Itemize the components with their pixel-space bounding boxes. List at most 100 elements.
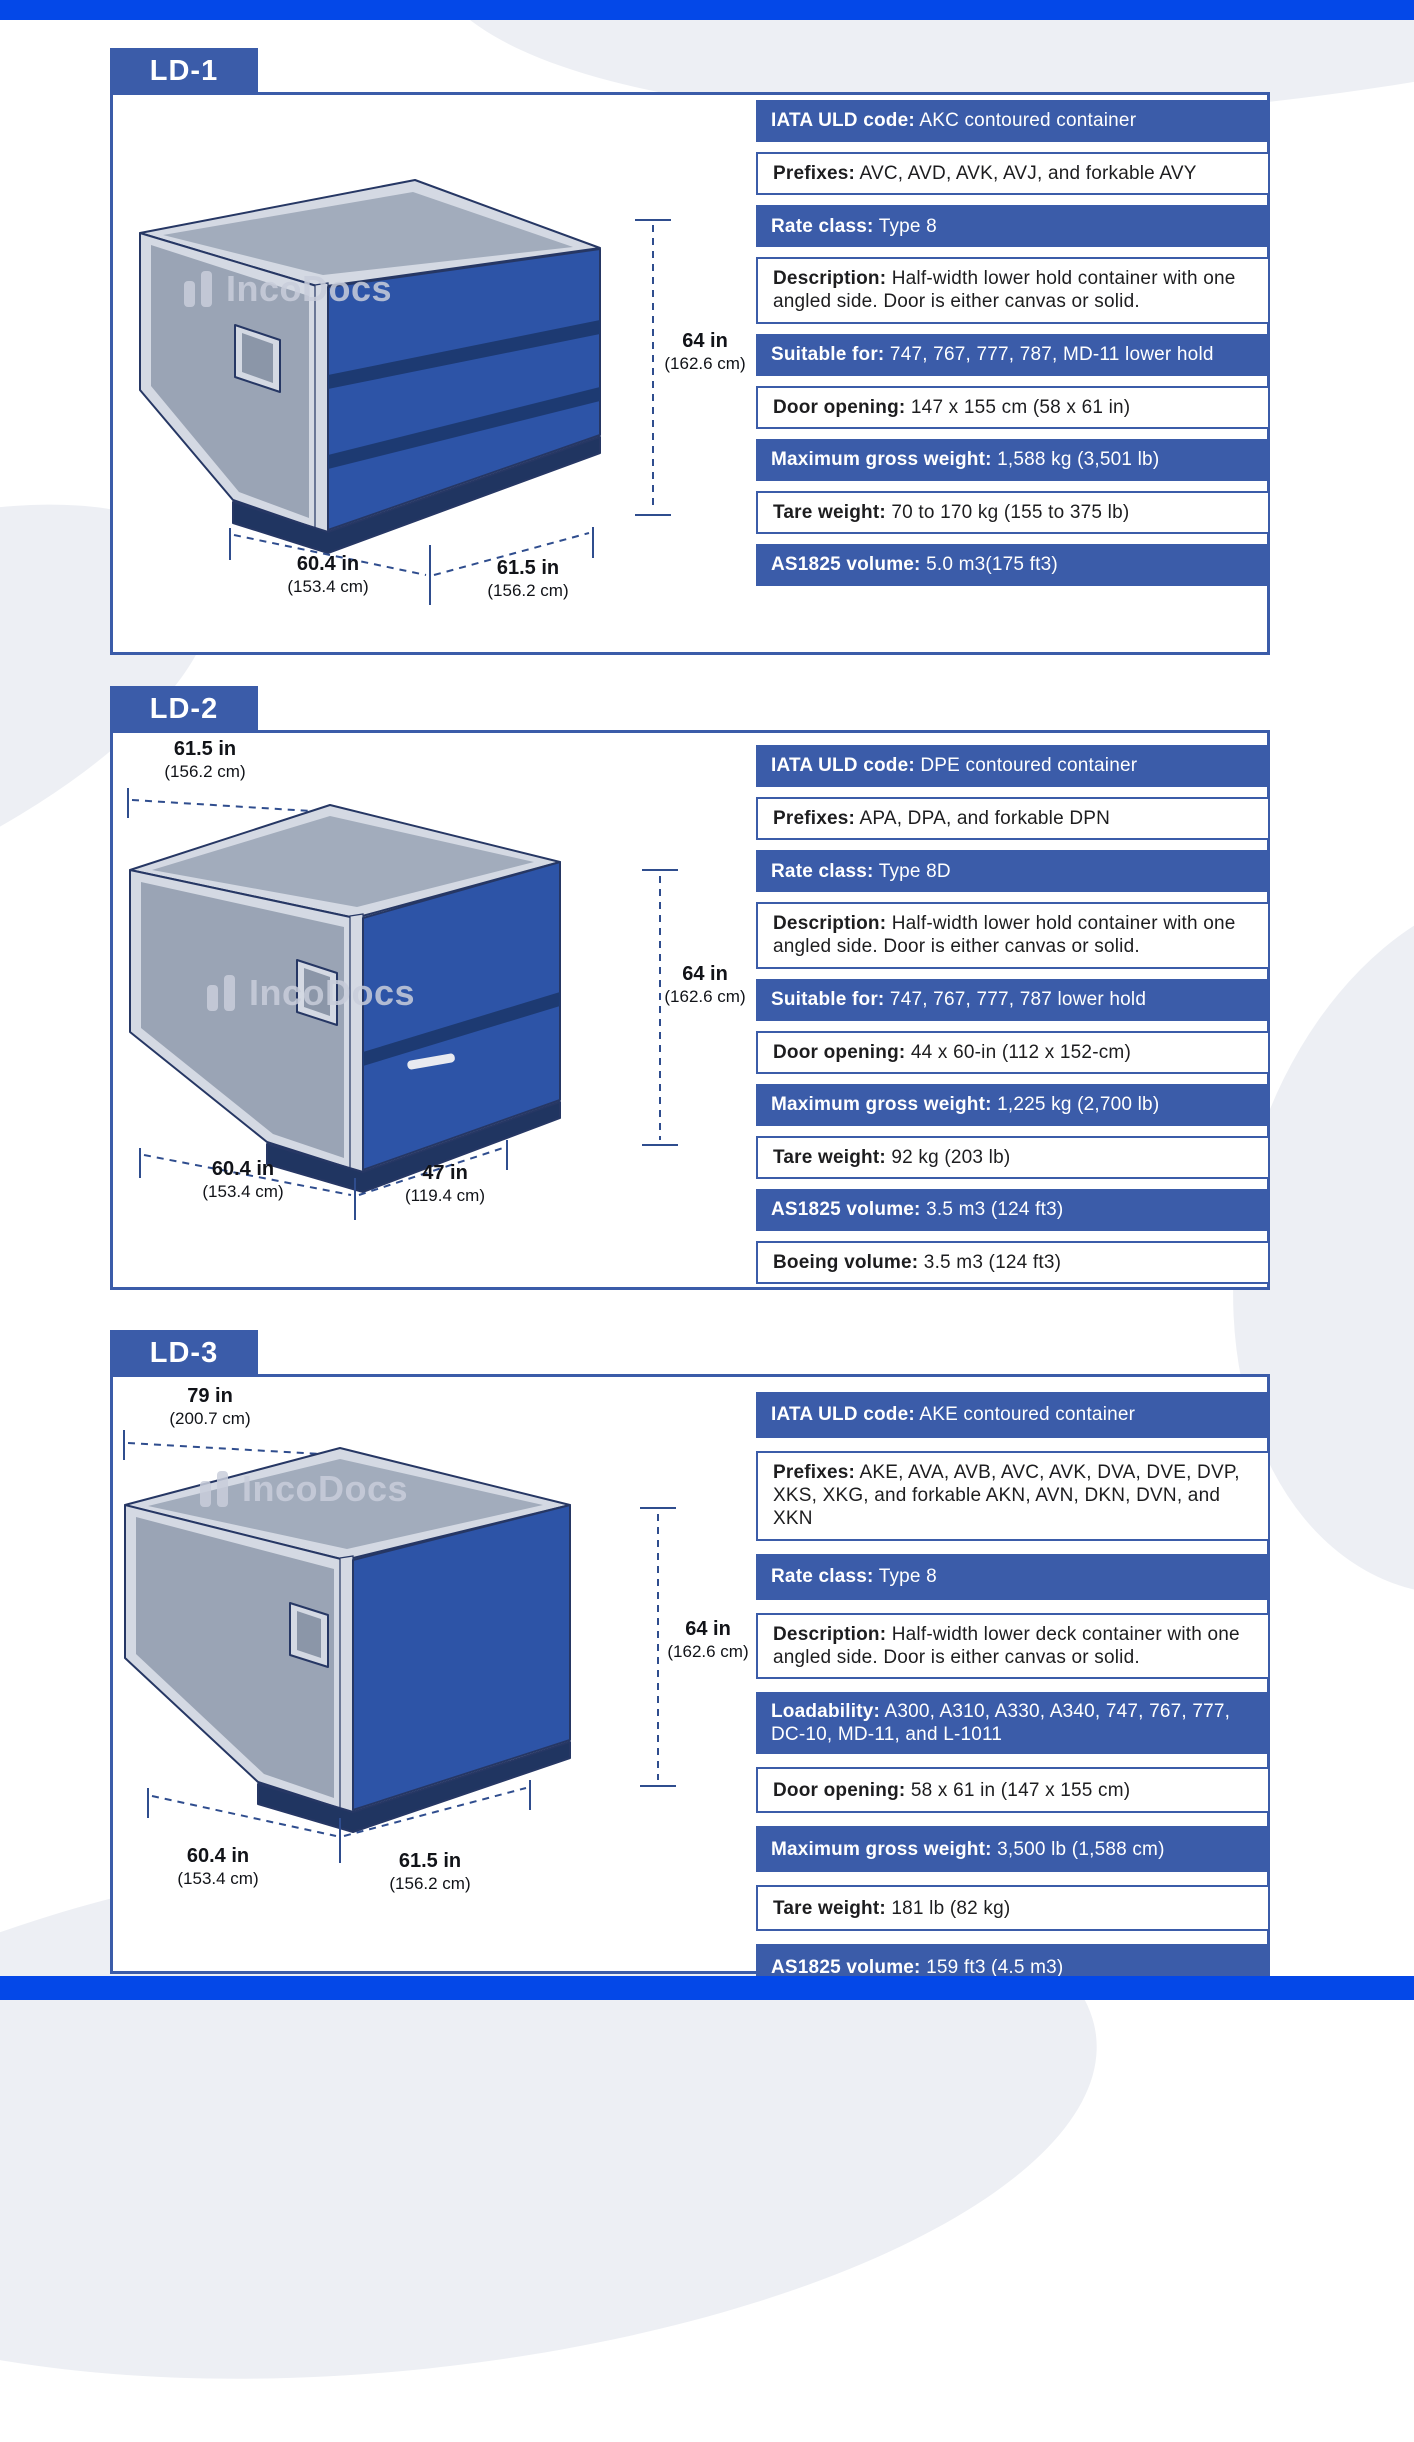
spec-row: Maximum gross weight: 1,225 kg (2,700 lb… bbox=[756, 1083, 1270, 1126]
watermark: IncoDocs bbox=[182, 268, 392, 310]
spec-row-label: Door opening: bbox=[773, 396, 906, 418]
spec-row-label: Suitable for: bbox=[771, 343, 885, 365]
footer-accent-bar bbox=[0, 1976, 1414, 2000]
spec-row-label: Rate class: bbox=[771, 860, 874, 882]
spec-table-ld2: IATA ULD code: DPE contoured container Pr… bbox=[756, 745, 1270, 1285]
spec-table-ld1: IATA ULD code: AKC contoured container Pr… bbox=[756, 100, 1270, 586]
spec-row: AS1825 volume: 3.5 m3 (124 ft3) bbox=[756, 1188, 1270, 1231]
incodocs-logo-icon bbox=[184, 271, 212, 307]
dim-top-label: 79 in (200.7 cm) bbox=[169, 1385, 251, 1428]
spec-row-value: 92 kg (203 lb) bbox=[891, 1146, 1011, 1168]
spec-row-label: Maximum gross weight: bbox=[771, 1838, 992, 1860]
spec-row-label: Tare weight: bbox=[773, 501, 886, 523]
spec-row: Description: Half-width lower deck conta… bbox=[756, 1612, 1270, 1679]
top-accent-bar bbox=[0, 0, 1414, 20]
spec-row: Boeing volume: 3.5 m3 (124 ft3) bbox=[756, 1240, 1270, 1285]
spec-row-value: APA, DPA, and forkable DPN bbox=[859, 808, 1111, 829]
container-illustration-ld1 bbox=[139, 179, 671, 605]
spec-row-value: A300, A310, A330, A340, 747, 767, 777, D… bbox=[771, 1700, 1231, 1746]
spec-row: IATA ULD code: AKE contoured container bbox=[756, 1392, 1270, 1438]
spec-row-label: IATA ULD code: bbox=[771, 110, 915, 132]
watermark-text: IncoDocs bbox=[249, 972, 416, 1013]
spec-table-ld3: IATA ULD code: AKE contoured container Pr… bbox=[756, 1392, 1270, 1991]
spec-row-label: Maximum gross weight: bbox=[771, 449, 992, 471]
spec-row-label: Description: bbox=[773, 1623, 887, 1645]
section-tab-ld1: LD-1 bbox=[110, 48, 258, 94]
spec-row-value: AKE contoured container bbox=[919, 1404, 1136, 1426]
spec-row-value: 58 x 61 in (147 x 155 cm) bbox=[910, 1779, 1131, 1801]
spec-row: Rate class: Type 8D bbox=[756, 850, 1270, 893]
spec-row: Rate class: Type 8 bbox=[756, 205, 1270, 248]
spec-row-value: 70 to 170 kg (155 to 375 lb) bbox=[891, 501, 1130, 523]
spec-row-label: AS1825 volume: bbox=[771, 1956, 921, 1978]
watermark-text: IncoDocs bbox=[226, 268, 393, 309]
container-illustration-ld3 bbox=[123, 1430, 676, 1863]
dim-bottom-left-label: 60.4 in (153.4 cm) bbox=[287, 553, 369, 596]
spec-row-value: Type 8 bbox=[878, 215, 937, 237]
spec-row: Door opening: 44 x 60-in (112 x 152-cm) bbox=[756, 1030, 1270, 1074]
dim-bottom-left-label: 60.4 in (153.4 cm) bbox=[177, 1845, 259, 1888]
spec-row-label: Tare weight: bbox=[773, 1146, 886, 1168]
dim-bottom-right-label: 61.5 in (156.2 cm) bbox=[389, 1850, 471, 1893]
spec-row: Prefixes: APA, DPA, and forkable DPN bbox=[756, 797, 1270, 841]
spec-row: Suitable for: 747, 767, 777, 787, MD-11 … bbox=[756, 333, 1270, 376]
spec-row: Maximum gross weight: 1,588 kg (3,501 lb… bbox=[756, 438, 1270, 481]
section-tab-ld3: LD-3 bbox=[110, 1330, 258, 1376]
spec-row-label: Door opening: bbox=[773, 1779, 906, 1801]
watermark: IncoDocs bbox=[205, 972, 415, 1014]
spec-row-value: Type 8 bbox=[878, 1565, 937, 1587]
spec-row: Tare weight: 70 to 170 kg (155 to 375 lb… bbox=[756, 490, 1270, 534]
spec-row-value: 44 x 60-in (112 x 152-cm) bbox=[910, 1041, 1131, 1063]
spec-row: IATA ULD code: DPE contoured container bbox=[756, 745, 1270, 787]
spec-row-value: 159 ft3 (4.5 m3) bbox=[926, 1956, 1064, 1978]
incodocs-logo-icon bbox=[207, 975, 235, 1011]
spec-row-label: Description: bbox=[773, 268, 887, 290]
spec-row-value: AKC contoured container bbox=[919, 110, 1137, 132]
spec-row-label: Rate class: bbox=[771, 1565, 874, 1587]
spec-row: Door opening: 58 x 61 in (147 x 155 cm) bbox=[756, 1767, 1270, 1814]
dim-top-label: 61.5 in (156.2 cm) bbox=[164, 738, 246, 781]
spec-row: Rate class: Type 8 bbox=[756, 1553, 1270, 1600]
container-illustration-ld2 bbox=[127, 788, 678, 1220]
spec-row-value: 1,588 kg (3,501 lb) bbox=[997, 449, 1160, 471]
watermark: IncoDocs bbox=[198, 1468, 408, 1510]
spec-row-label: IATA ULD code: bbox=[771, 755, 915, 777]
spec-row-label: Prefixes: bbox=[773, 163, 856, 184]
spec-row-label: IATA ULD code: bbox=[771, 1404, 915, 1426]
spec-row: IATA ULD code: AKC contoured container bbox=[756, 100, 1270, 142]
spec-row-label: Door opening: bbox=[773, 1041, 906, 1063]
dim-height-label: 64 in (162.6 cm) bbox=[664, 330, 746, 373]
incodocs-logo-icon bbox=[200, 1471, 228, 1507]
spec-row-label: Description: bbox=[773, 913, 887, 935]
spec-row-label: Maximum gross weight: bbox=[771, 1094, 992, 1116]
spec-row-value: 3.5 m3 (124 ft3) bbox=[923, 1251, 1062, 1273]
spec-row-value: 5.0 m3(175 ft3) bbox=[926, 554, 1058, 576]
spec-row-value: DPE contoured container bbox=[920, 755, 1138, 777]
dim-height-label: 64 in (162.6 cm) bbox=[664, 963, 746, 1006]
spec-row-label: Suitable for: bbox=[771, 988, 885, 1010]
spec-row-value: Half-width lower hold container with one… bbox=[773, 268, 1236, 313]
spec-row-label: Rate class: bbox=[771, 215, 874, 237]
spec-row: Loadability: A300, A310, A330, A340, 747… bbox=[756, 1691, 1270, 1755]
dim-height-label: 64 in (162.6 cm) bbox=[667, 1618, 749, 1661]
spec-row: Door opening: 147 x 155 cm (58 x 61 in) bbox=[756, 385, 1270, 429]
spec-row-value: 3,500 lb (1,588 cm) bbox=[997, 1838, 1165, 1860]
spec-row-label: AS1825 volume: bbox=[771, 554, 921, 576]
spec-row: Description: Half-width lower hold conta… bbox=[756, 902, 1270, 969]
spec-row: Tare weight: 181 lb (82 kg) bbox=[756, 1885, 1270, 1932]
spec-row-value: Half-width lower hold container with one… bbox=[773, 913, 1236, 958]
spec-row-value: 3.5 m3 (124 ft3) bbox=[926, 1199, 1064, 1221]
spec-row-label: Tare weight: bbox=[773, 1897, 886, 1919]
spec-row: AS1825 volume: 5.0 m3(175 ft3) bbox=[756, 543, 1270, 586]
spec-row-value: Half-width lower deck container with one… bbox=[773, 1623, 1240, 1668]
dim-bottom-left-label: 60.4 in (153.4 cm) bbox=[202, 1158, 284, 1201]
watermark-text: IncoDocs bbox=[242, 1468, 409, 1509]
spec-row: Prefixes: AKE, AVA, AVB, AVC, AVK, DVA, … bbox=[756, 1451, 1270, 1541]
spec-row: Description: Half-width lower hold conta… bbox=[756, 257, 1270, 324]
spec-row-label: Prefixes: bbox=[773, 1462, 856, 1483]
spec-row-value: Type 8D bbox=[878, 860, 951, 882]
section-tab-ld2: LD-2 bbox=[110, 686, 258, 732]
spec-row-value: 147 x 155 cm (58 x 61 in) bbox=[910, 396, 1131, 418]
spec-row-value: 747, 767, 777, 787, MD-11 lower hold bbox=[889, 343, 1214, 365]
spec-row-value: AVC, AVD, AVK, AVJ, and forkable AVY bbox=[859, 163, 1197, 184]
